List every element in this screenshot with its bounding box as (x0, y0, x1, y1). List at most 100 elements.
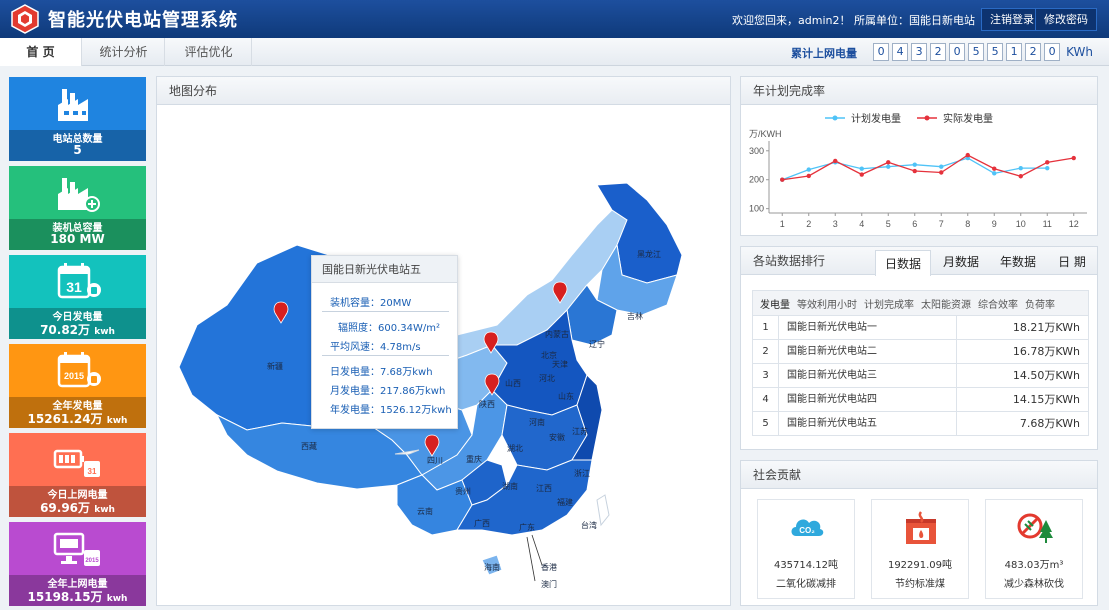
map-panel: 地图分布 新疆 西 (156, 76, 731, 606)
factory-icon (58, 89, 88, 121)
row-station-name: 国能日新光伏电站一 (787, 322, 877, 333)
x-tick-label: 3 (833, 219, 838, 229)
map-label: 陕西 (479, 399, 495, 409)
table-row[interactable]: 1 国能日新光伏电站一 18.21万KWh (752, 316, 1089, 340)
map-label: 内蒙古 (545, 329, 569, 339)
change-password-button[interactable]: 修改密码 (1035, 8, 1097, 31)
tab-home[interactable]: 首 页 (0, 38, 82, 66)
tile-value: 15261.24万 kwh (27, 412, 128, 426)
x-tick-label: 10 (1016, 219, 1026, 229)
tile-value: 180 MW (50, 232, 105, 246)
monitor-calendar-icon: 2015 (53, 532, 100, 566)
map-label: 河南 (529, 417, 545, 427)
series-point-1 (992, 166, 997, 171)
metric-generation[interactable]: 发电量 (760, 299, 790, 311)
metric-overall-efficiency[interactable]: 综合效率 (978, 299, 1018, 311)
map-label: 河北 (539, 373, 555, 383)
table-row[interactable]: 3 国能日新光伏电站三 14.50万KWh (752, 364, 1089, 388)
tab-year-data[interactable]: 年数据 (999, 255, 1036, 269)
tile-label: 全年上网电量 (47, 579, 108, 590)
tile-label: 电站总数量 (52, 134, 103, 145)
tile-value: 70.82万 kwh (40, 323, 115, 337)
station-marker-xinjiang[interactable] (273, 301, 289, 324)
forest-saving-card: 483.03万m³ 减少森林砍伐 (985, 499, 1083, 599)
x-tick-label: 9 (992, 219, 997, 229)
tile-annual-grid[interactable]: 2015 全年上网电量 15198.15万 kwh (9, 522, 146, 606)
row-station-name: 国能日新光伏电站三 (787, 370, 877, 381)
coal-value: 192291.09吨 (887, 560, 953, 571)
row-value: 7.68万KWh (956, 412, 1088, 435)
tile-today-grid[interactable]: 31 今日上网电量 69.96万 kwh (9, 433, 146, 517)
x-tick-label: 4 (859, 219, 864, 229)
x-tick-label: 5 (886, 219, 891, 229)
ranking-metric-bar: 发电量 等效利用小时 计划完成率 太阳能资源 综合效率 负荷率 (752, 290, 1089, 316)
map-panel-title: 地图分布 (157, 77, 730, 105)
row-index: 1 (753, 316, 779, 339)
map-label: 广东 (519, 522, 535, 532)
metric-plan-completion[interactable]: 计划完成率 (864, 299, 914, 311)
svg-text:CO₂: CO₂ (799, 526, 815, 535)
logout-button[interactable]: 注销登录 (981, 8, 1043, 31)
metric-load-rate[interactable]: 负荷率 (1025, 299, 1055, 311)
x-tick-label: 7 (939, 219, 944, 229)
station-marker-ningxia[interactable] (483, 331, 499, 354)
series-point-0 (1018, 165, 1023, 171)
station-marker-shaanxi[interactable] (484, 373, 500, 396)
map-label: 云南 (417, 506, 433, 516)
map-label: 湖南 (502, 481, 518, 491)
row-station-name: 国能日新光伏电站四 (787, 394, 877, 405)
grid-energy-counter: 0 4 3 2 0 5 5 1 2 0 KWh (873, 43, 1093, 61)
tab-month-data[interactable]: 月数据 (942, 255, 979, 269)
tab-evaluation[interactable]: 评估优化 (166, 38, 252, 66)
series-point-1 (1071, 155, 1076, 161)
legend-label: 计划发电量 (851, 112, 901, 125)
series-point-0 (886, 164, 891, 169)
metric-solar-resource[interactable]: 太阳能资源 (921, 299, 971, 311)
tile-annual-generation[interactable]: 2015 全年发电量 15261.24万 kwh (9, 344, 146, 428)
legend-label: 实际发电量 (943, 112, 993, 125)
station-marker-inner-mongolia[interactable] (552, 281, 568, 304)
popup-month-gen: 月发电量：217.86万kwh (330, 386, 446, 397)
table-row[interactable]: 2 国能日新光伏电站二 16.78万KWh (752, 340, 1089, 364)
metric-equivalent-hours[interactable]: 等效利用小时 (797, 299, 857, 311)
table-row[interactable]: 5 国能日新光伏电站五 7.68万KWh (752, 412, 1089, 436)
counter-digit: 0 (949, 43, 966, 61)
tile-today-generation[interactable]: 31 今日发电量 70.82万 kwh (9, 255, 146, 339)
table-row[interactable]: 4 国能日新光伏电站四 14.15万KWh (752, 388, 1089, 412)
series-point-1 (833, 158, 838, 164)
row-station-name: 国能日新光伏电站二 (787, 346, 877, 357)
map-label: 重庆 (466, 454, 482, 464)
map-label: 辽宁 (589, 339, 605, 349)
calendar-day-text: 31 (88, 467, 97, 476)
series-point-0 (806, 167, 811, 172)
grid-energy-label: 累计上网电量 (791, 47, 857, 60)
tab-date[interactable]: 日 期 (1058, 255, 1086, 269)
series-line-1 (782, 154, 1074, 181)
co2-cloud-icon: CO₂ (791, 519, 824, 536)
province-south (456, 459, 593, 536)
tile-station-count[interactable]: 电站总数量 5 (9, 77, 146, 161)
map-label: 广西 (474, 518, 490, 528)
row-index: 3 (753, 364, 779, 387)
x-tick-label: 1 (780, 219, 785, 229)
map-label: 西藏 (301, 441, 317, 451)
tile-installed-capacity[interactable]: 装机总容量 180 MW (9, 166, 146, 250)
legend-marker (832, 115, 838, 121)
tab-statistics[interactable]: 统计分析 (83, 38, 165, 66)
no-logging-icon (1017, 513, 1053, 543)
y-axis-label: 万/KWH (749, 129, 782, 139)
app-header: 智能光伏电站管理系统 欢迎您回来，admin2！ 所属单位：国能日新电站 注销登… (0, 0, 1109, 38)
province-liaoning (566, 284, 618, 346)
map-label: 天津 (552, 359, 568, 369)
series-point-1 (1018, 174, 1023, 179)
tab-day-data[interactable]: 日数据 (875, 250, 931, 276)
map-label: 浙江 (574, 468, 590, 478)
station-marker-sichuan[interactable] (424, 434, 440, 457)
counter-digit: 2 (930, 43, 947, 61)
counter-digit: 2 (1025, 43, 1042, 61)
counter-digit: 5 (987, 43, 1004, 61)
calendar-year-icon: 2015 (57, 352, 101, 388)
popup-day-gen: 日发电量：7.68万kwh (330, 367, 433, 378)
y-tick-label: 300 (749, 146, 764, 156)
coal-label: 节约标准煤 (895, 579, 945, 590)
